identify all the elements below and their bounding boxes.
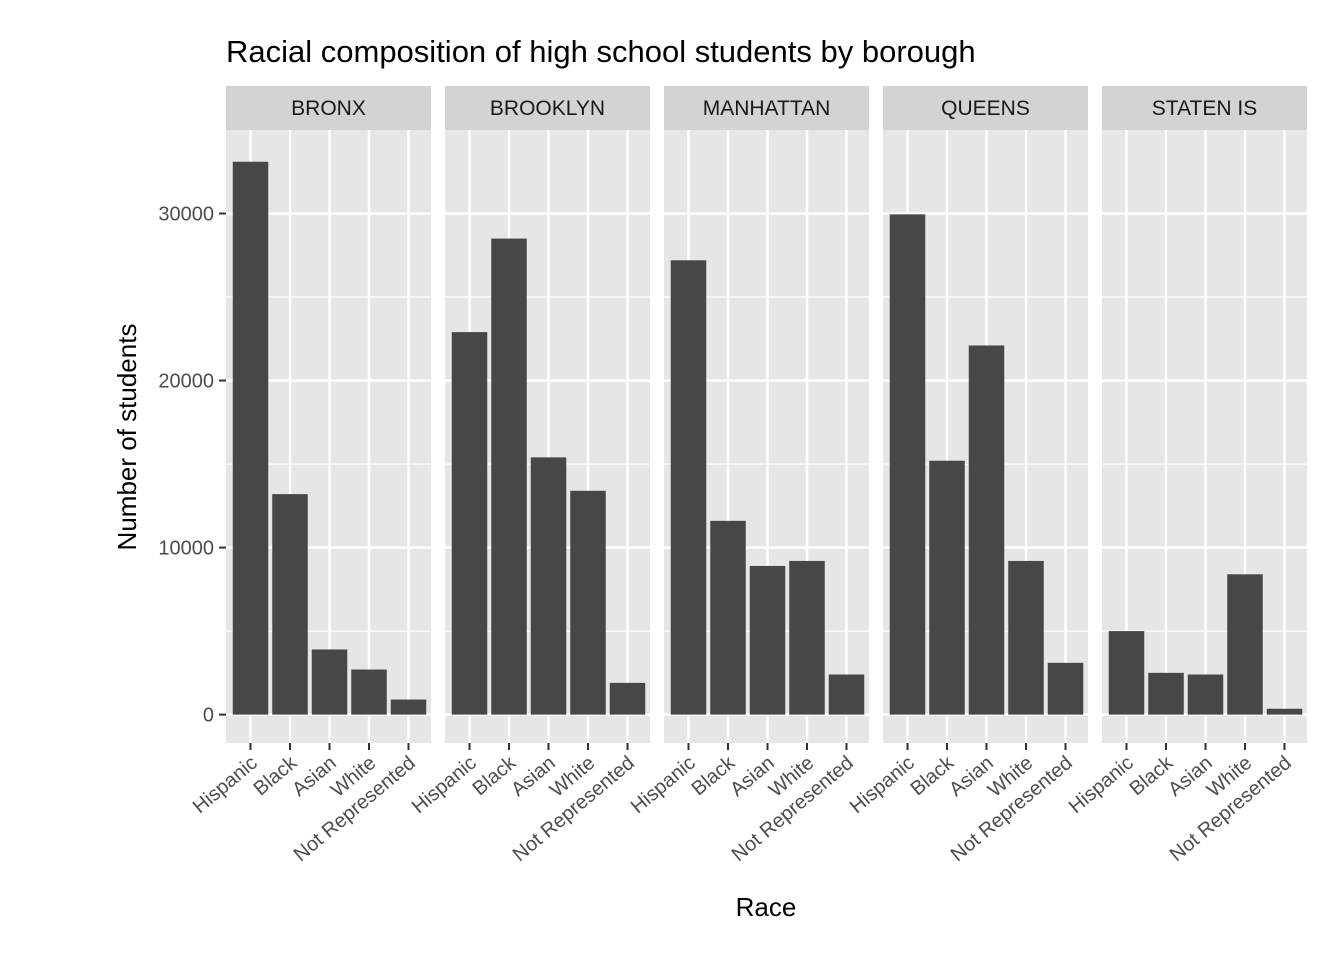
x-tick-label: Black [250, 751, 302, 800]
bar [828, 674, 865, 715]
x-tick-label: Black [1126, 751, 1178, 800]
bar [749, 565, 786, 715]
bar [1187, 674, 1224, 715]
bar [390, 699, 427, 715]
facet-strip [226, 86, 431, 130]
bar [1266, 708, 1303, 715]
bar [1227, 574, 1263, 715]
y-tick-label: 0 [203, 705, 214, 727]
bar [272, 494, 308, 715]
bar [789, 560, 825, 715]
bar [491, 238, 527, 715]
x-axis-title: Race [736, 892, 797, 922]
x-tick-label: Asian [945, 752, 997, 801]
x-tick-label: Black [907, 751, 959, 800]
bar [570, 490, 606, 715]
facet-strip-label: BRONX [291, 97, 366, 120]
facet-strip-label: MANHATTAN [703, 97, 831, 120]
bar [1047, 662, 1084, 715]
facet-strip [664, 86, 869, 130]
x-tick-label: Asian [507, 752, 559, 801]
bar [609, 682, 646, 715]
facet-strip [883, 86, 1088, 130]
x-tick-label: Black [469, 751, 521, 800]
bar [710, 520, 746, 715]
bar [351, 669, 387, 715]
x-tick-label: Asian [288, 752, 340, 801]
bar [889, 214, 926, 715]
bar [311, 649, 348, 715]
bar [968, 345, 1005, 715]
x-tick-label: Asian [726, 752, 778, 801]
y-tick-label: 30000 [158, 204, 214, 226]
x-tick-label: Asian [1164, 752, 1216, 801]
facet-strip-label: STATEN IS [1152, 97, 1257, 120]
chart-title: Racial composition of high school studen… [226, 34, 976, 69]
y-tick-label: 20000 [158, 371, 214, 393]
facet-strip-label: QUEENS [941, 97, 1030, 120]
bar [1148, 672, 1184, 715]
facet-strip [1102, 86, 1307, 130]
y-axis: 0 10000 20000 30000 [158, 204, 226, 727]
y-axis-title: Number of students [112, 324, 142, 551]
bar [1108, 631, 1145, 715]
y-tick-label: 10000 [158, 538, 214, 560]
facet-strip-label: BROOKLYN [490, 97, 605, 120]
facet-strip [445, 86, 650, 130]
bar [451, 332, 488, 715]
bar [530, 457, 567, 715]
bar [232, 161, 269, 715]
x-tick-label: Black [688, 751, 740, 800]
bar [1008, 560, 1044, 715]
bar [929, 460, 965, 715]
bar [670, 260, 707, 715]
